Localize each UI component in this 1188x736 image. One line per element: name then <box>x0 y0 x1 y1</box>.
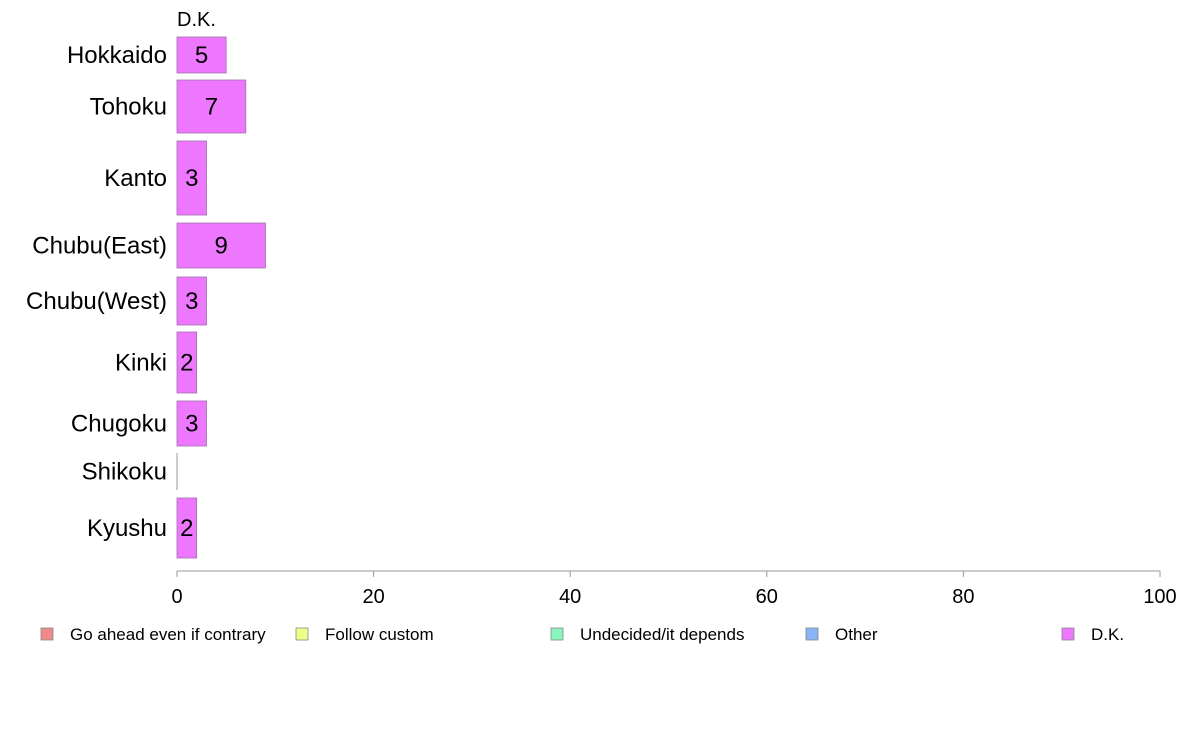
legend-label: Go ahead even if contrary <box>70 625 266 644</box>
bar-value-label: 3 <box>185 288 198 315</box>
x-tick-label: 0 <box>171 586 182 608</box>
bar <box>176 276 207 326</box>
legend-swatch <box>1061 627 1075 641</box>
bar <box>176 331 198 394</box>
legend-label: D.K. <box>1091 625 1124 644</box>
bar-value-label: 2 <box>180 515 193 542</box>
bar <box>176 79 247 134</box>
bar-value-label: 9 <box>215 233 228 260</box>
bar-value-label: 7 <box>205 94 218 121</box>
category-label: Hokkaido <box>67 42 167 69</box>
bar-value-label: 3 <box>185 165 198 192</box>
bar <box>176 140 207 216</box>
category-label: Shikoku <box>82 459 167 486</box>
series-header-label: D.K. <box>177 9 216 31</box>
legend-swatch <box>40 627 54 641</box>
category-label: Kinki <box>115 350 167 377</box>
bar-value-label: 2 <box>180 350 193 377</box>
category-label: Chubu(West) <box>26 288 167 315</box>
category-label: Kanto <box>104 165 167 192</box>
x-tick-label: 60 <box>756 586 778 608</box>
bar-value-label: 3 <box>185 411 198 438</box>
bar <box>176 497 198 559</box>
category-label: Tohoku <box>90 94 167 121</box>
legend-label: Other <box>835 625 878 644</box>
x-tick-label: 100 <box>1143 586 1176 608</box>
category-label: Chubu(East) <box>32 233 167 260</box>
category-label: Chugoku <box>71 411 167 438</box>
bar <box>176 36 227 74</box>
legend: Go ahead even if contrary Follow custom Un… <box>40 625 1124 644</box>
bar <box>176 400 207 447</box>
x-axis: 0 20 40 60 80 100 <box>171 570 1177 608</box>
legend-label: Follow custom <box>325 625 434 644</box>
bars-group: Hokkaido 5 Tohoku 7 Kanto 3 Chubu(East) 9 Chubu(… <box>26 36 266 559</box>
legend-swatch <box>805 627 819 641</box>
bar <box>176 222 266 269</box>
bar-value-label: 5 <box>195 42 208 69</box>
x-tick-label: 40 <box>559 586 581 608</box>
x-tick-label: 20 <box>362 586 384 608</box>
x-tick-label: 80 <box>952 586 974 608</box>
legend-swatch <box>550 627 564 641</box>
category-label: Kyushu <box>87 515 167 542</box>
legend-label: Undecided/it depends <box>580 625 744 644</box>
legend-swatch <box>295 627 309 641</box>
